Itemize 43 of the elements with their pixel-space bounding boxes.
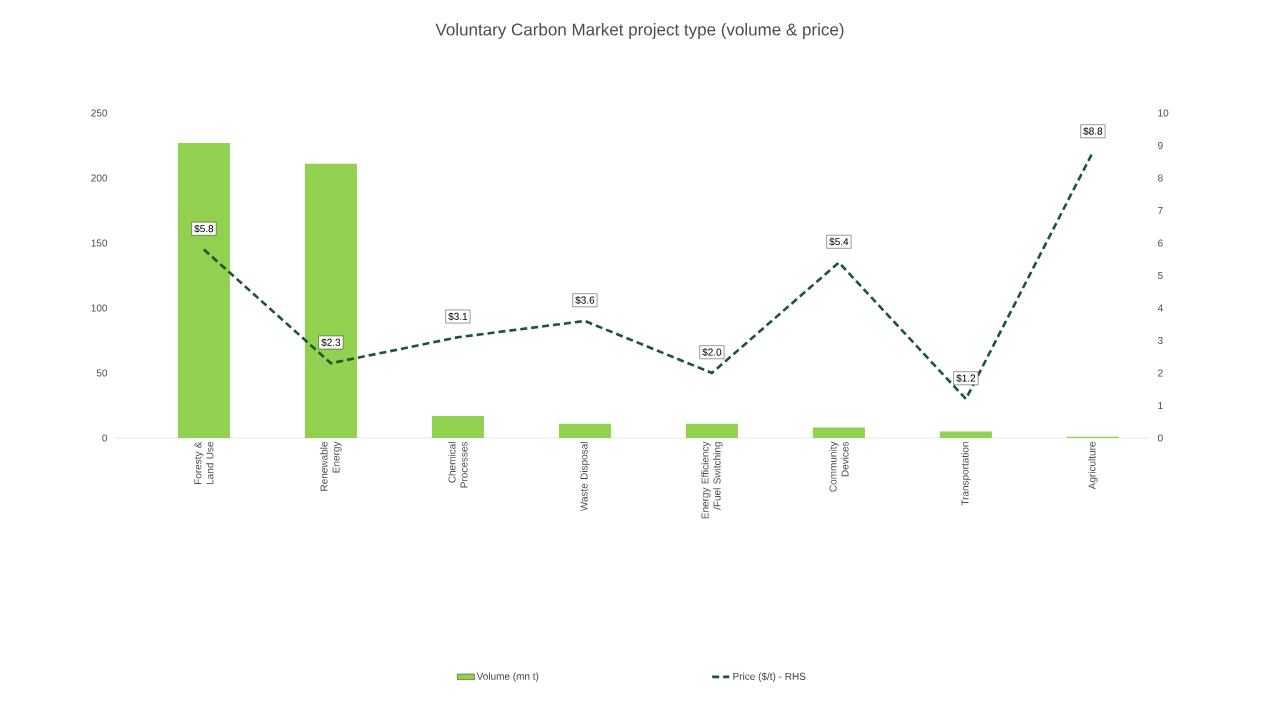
- legend-label: Price ($/t) - RHS: [733, 672, 806, 682]
- bar: [812, 427, 865, 438]
- y-tick-label: 0: [102, 434, 108, 442]
- y2-tick-label: 5: [1157, 272, 1163, 279]
- y2-tick-label: 9: [1158, 141, 1163, 150]
- y2-tick-label: 1: [1158, 402, 1163, 409]
- bar: [558, 423, 611, 438]
- x-tick-label: Community Devices: [829, 441, 849, 492]
- data-label: $3.1: [448, 312, 468, 321]
- y2-tick-label: 10: [1158, 109, 1169, 117]
- y-tick-label: 100: [91, 304, 108, 312]
- x-tick-label: Waste Disposal: [580, 442, 590, 512]
- y-tick-label: 50: [96, 369, 108, 377]
- y2-tick-label: 6: [1158, 239, 1163, 247]
- y2-tick-label: 8: [1158, 174, 1163, 182]
- data-label: $5.4: [829, 237, 849, 246]
- y2-tick-label: 0: [1157, 434, 1163, 442]
- chart-title: Voluntary Carbon Market project type (volume & price): [435, 23, 844, 39]
- data-label: $1.2: [956, 374, 976, 383]
- data-label: $2.3: [321, 338, 341, 347]
- bar: [685, 423, 738, 438]
- data-label: $8.8: [1083, 127, 1103, 136]
- bar: [939, 431, 992, 438]
- y-tick-label: 150: [91, 239, 108, 247]
- y2-tick-label: 3: [1157, 336, 1163, 345]
- x-tick-label: Energy Efficiency /Fuel Switching: [701, 441, 723, 519]
- x-tick-label: Renewable Energy: [320, 441, 342, 491]
- y2-tick-label: 7: [1158, 207, 1163, 214]
- data-label: $5.8: [194, 224, 214, 233]
- bar: [431, 415, 484, 438]
- data-label: $2.0: [702, 348, 722, 357]
- x-tick-label: Foresty & Land Use: [194, 441, 214, 485]
- legend-label: Volume (mn t): [476, 672, 539, 682]
- bar: [177, 142, 230, 438]
- y-tick-label: 200: [91, 174, 108, 182]
- data-label: $3.6: [575, 296, 595, 305]
- x-tick-label: Transportation: [961, 442, 971, 506]
- x-tick-label: Agriculture: [1088, 441, 1098, 490]
- bar: [304, 163, 357, 438]
- y2-tick-label: 4: [1157, 304, 1163, 312]
- y-tick-label: 250: [91, 109, 108, 117]
- y2-tick-label: 2: [1158, 369, 1163, 377]
- x-tick-label: Chemical Processes: [448, 441, 468, 488]
